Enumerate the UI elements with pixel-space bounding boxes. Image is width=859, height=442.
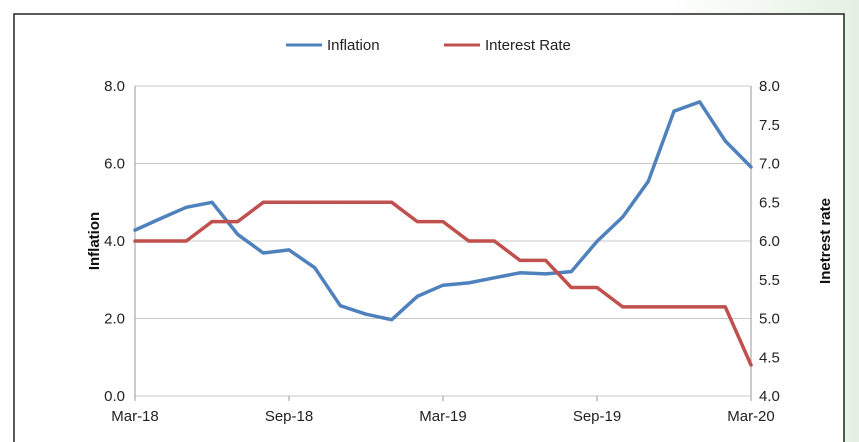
legend-label-inflation: Inflation	[327, 37, 380, 54]
data-point-interest-rate	[749, 363, 753, 367]
x-tick-label: Mar-18	[111, 408, 159, 425]
data-point-interest-rate	[672, 305, 676, 309]
chart-frame	[13, 13, 845, 442]
x-axis-ticks: Mar-18 Sep-18 Mar-19 Sep-19 Mar-20	[111, 396, 775, 425]
x-tick-label: Mar-19	[419, 408, 467, 425]
data-point-inflation	[698, 100, 702, 104]
data-point-interest-rate	[338, 200, 342, 204]
data-point-interest-rate	[595, 286, 599, 289]
data-point-inflation	[261, 251, 265, 255]
data-point-inflation	[646, 179, 650, 183]
data-point-interest-rate	[390, 200, 394, 204]
x-tick-label: Sep-19	[573, 408, 621, 425]
x-tick-label: Mar-20	[727, 408, 775, 425]
y-right-tick-label: 5.5	[759, 272, 780, 289]
data-point-inflation	[133, 228, 137, 232]
series-layer	[133, 100, 753, 367]
y-right-axis-title: Inetrest rate	[817, 198, 834, 284]
data-point-interest-rate	[492, 239, 496, 243]
data-point-inflation	[544, 272, 548, 276]
data-point-inflation	[672, 109, 676, 113]
left-axis-ticks: 0.0 2.0 4.0 6.0 8.0	[104, 78, 125, 405]
data-point-inflation	[518, 271, 522, 275]
data-point-inflation	[723, 139, 727, 143]
data-point-interest-rate	[287, 200, 291, 204]
y-right-tick-label: 6.0	[759, 233, 780, 250]
data-point-interest-rate	[415, 220, 419, 224]
data-point-inflation	[467, 281, 471, 285]
y-right-tick-label: 4.0	[759, 388, 780, 405]
data-point-interest-rate	[364, 200, 368, 204]
data-point-interest-rate	[133, 239, 137, 243]
data-point-interest-rate	[569, 286, 573, 289]
data-point-inflation	[492, 276, 496, 280]
data-point-interest-rate	[236, 220, 240, 224]
data-point-inflation	[236, 232, 240, 236]
data-point-inflation	[159, 217, 163, 221]
y-left-tick-label: 4.0	[104, 233, 125, 250]
y-right-tick-label: 6.5	[759, 194, 780, 211]
data-point-inflation	[210, 200, 214, 204]
data-point-inflation	[595, 239, 599, 243]
y-left-tick-label: 8.0	[104, 78, 125, 95]
x-tick-label: Sep-18	[265, 408, 313, 425]
y-right-tick-label: 7.5	[759, 117, 780, 134]
data-point-inflation	[287, 248, 291, 252]
data-point-interest-rate	[621, 305, 625, 309]
right-axis-ticks: 4.0 4.5 5.0 5.5 6.0 6.5 7.0 7.5 8.0	[759, 78, 780, 405]
y-left-tick-label: 0.0	[104, 388, 125, 405]
y-right-tick-label: 7.0	[759, 156, 780, 173]
legend-label-interest-rate: Interest Rate	[485, 37, 571, 54]
data-point-inflation	[621, 215, 625, 219]
y-left-axis-title: Inflation	[86, 212, 103, 270]
data-point-interest-rate	[518, 258, 522, 262]
y-right-tick-label: 4.5	[759, 349, 780, 366]
data-point-interest-rate	[646, 305, 650, 309]
data-point-interest-rate	[544, 258, 548, 262]
data-point-inflation	[313, 266, 317, 270]
y-right-tick-label: 5.0	[759, 311, 780, 328]
data-point-inflation	[569, 270, 573, 274]
y-left-tick-label: 6.0	[104, 156, 125, 173]
data-point-inflation	[749, 165, 753, 169]
data-point-interest-rate	[261, 200, 265, 204]
data-point-interest-rate	[159, 239, 163, 243]
data-point-interest-rate	[313, 200, 317, 204]
data-point-interest-rate	[467, 239, 471, 243]
data-point-inflation	[184, 205, 188, 209]
data-point-inflation	[390, 318, 394, 322]
data-point-inflation	[338, 304, 342, 308]
legend: Inflation Interest Rate	[286, 37, 571, 54]
data-point-inflation	[441, 283, 445, 287]
data-point-inflation	[364, 312, 368, 316]
data-point-interest-rate	[184, 239, 188, 243]
data-point-interest-rate	[441, 220, 445, 224]
y-left-tick-label: 2.0	[104, 311, 125, 328]
data-point-interest-rate	[210, 220, 214, 224]
data-point-inflation	[415, 294, 419, 298]
data-point-interest-rate	[723, 305, 727, 309]
y-right-tick-label: 8.0	[759, 78, 780, 95]
data-point-interest-rate	[698, 305, 702, 309]
